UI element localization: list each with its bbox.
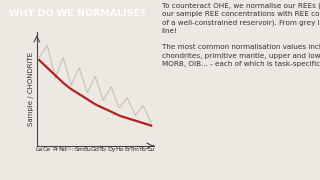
Y-axis label: Sample / CHONDRITE: Sample / CHONDRITE xyxy=(28,52,34,126)
Text: WHY DO WE NORMALISE?: WHY DO WE NORMALISE? xyxy=(9,8,146,18)
Text: To counteract OHE, we normalise our REEs (i.e., divide
our sample REE concentrat: To counteract OHE, we normalise our REEs… xyxy=(162,2,320,67)
